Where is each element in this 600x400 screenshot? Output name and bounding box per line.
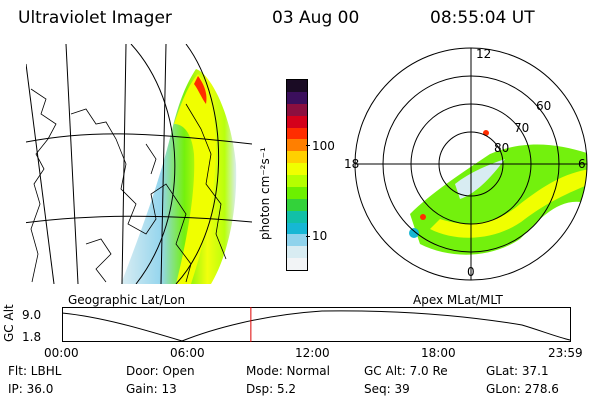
altitude-ytick-bottom: 1.8 — [22, 330, 42, 344]
colorbar-label-100: 100 — [312, 139, 335, 153]
polar-grid — [354, 47, 588, 281]
date-label: 03 Aug 00 — [272, 8, 360, 28]
colorbar-segment — [287, 234, 307, 247]
polar-plot: 12 18 6 0 60 70 80 — [344, 47, 588, 281]
colorbar-segment — [287, 80, 307, 92]
lat-label-60: 60 — [536, 99, 551, 113]
colorbar-segment — [287, 175, 307, 187]
colorbar-segment — [287, 210, 307, 223]
info-mode: Mode: Normal — [246, 364, 330, 378]
colorbar-label-10: 10 — [312, 229, 328, 243]
colorbar-unit-label: photon cm⁻²s⁻¹ — [258, 147, 272, 240]
lat-label-80: 80 — [494, 141, 509, 155]
xtick-0600: 06:00 — [170, 346, 205, 360]
altitude-ylabel: GC Alt — [2, 304, 16, 342]
altitude-ytick-top: 9.0 — [22, 308, 42, 322]
auroral-emission-band — [174, 74, 216, 284]
colorbar-segment — [287, 222, 307, 235]
coastlines — [30, 88, 227, 283]
info-gain: Gain: 13 — [126, 382, 177, 396]
info-dsp: Dsp: 5.2 — [246, 382, 297, 396]
xtick-1200: 12:00 — [295, 346, 330, 360]
polar-hotspot — [420, 214, 426, 220]
colorbar — [286, 79, 308, 271]
mlt-label-top: 12 — [476, 47, 491, 61]
colorbar-segment — [287, 151, 307, 164]
info-glat: GLat: 37.1 — [486, 364, 549, 378]
colorbar-segment — [287, 246, 307, 259]
altitude-curve — [62, 310, 571, 342]
altitude-plot — [62, 307, 571, 342]
info-glon: GLon: 278.6 — [486, 382, 559, 396]
mlt-label-right: 6 — [578, 157, 586, 171]
info-flt: Flt: LBHL — [8, 364, 62, 378]
lat-label-70: 70 — [514, 121, 529, 135]
colorbar-segment — [287, 115, 307, 128]
colorbar-segment — [287, 127, 307, 140]
auroral-emission-core — [194, 76, 207, 104]
right-panel-label: Apex MLat/MLT — [413, 293, 503, 307]
mlt-label-left: 18 — [344, 157, 359, 171]
left-panel-label: Geographic Lat/Lon — [68, 293, 186, 307]
polar-inner-region — [455, 159, 505, 199]
colorbar-segment — [287, 139, 307, 152]
polar-auroral-band — [430, 169, 587, 238]
info-door: Door: Open — [126, 364, 195, 378]
xtick-1800: 18:00 — [421, 346, 456, 360]
map-grid — [26, 44, 252, 284]
colorbar-segment — [287, 103, 307, 116]
xtick-0000: 00:00 — [44, 346, 79, 360]
colorbar-segment — [287, 163, 307, 175]
colorbar-segment — [287, 186, 307, 199]
colorbar-segment — [287, 91, 307, 104]
info-gc-alt: GC Alt: 7.0 Re — [364, 364, 448, 378]
info-ip: IP: 36.0 — [8, 382, 54, 396]
colorbar-segment — [287, 198, 307, 211]
xtick-2359: 23:59 — [548, 346, 583, 360]
colorbar-tick-100 — [306, 145, 310, 146]
colorbar-segment — [287, 258, 307, 270]
geographic-map — [26, 44, 252, 284]
earth-limb — [175, 44, 220, 284]
colorbar-tick-10 — [306, 236, 310, 237]
info-seq: Seq: 39 — [364, 382, 410, 396]
mlt-label-bottom: 0 — [467, 265, 475, 279]
app-title: Ultraviolet Imager — [18, 8, 172, 28]
polar-hotspot — [409, 228, 419, 238]
time-label: 08:55:04 UT — [430, 8, 535, 28]
auroral-emission-region — [121, 69, 237, 284]
